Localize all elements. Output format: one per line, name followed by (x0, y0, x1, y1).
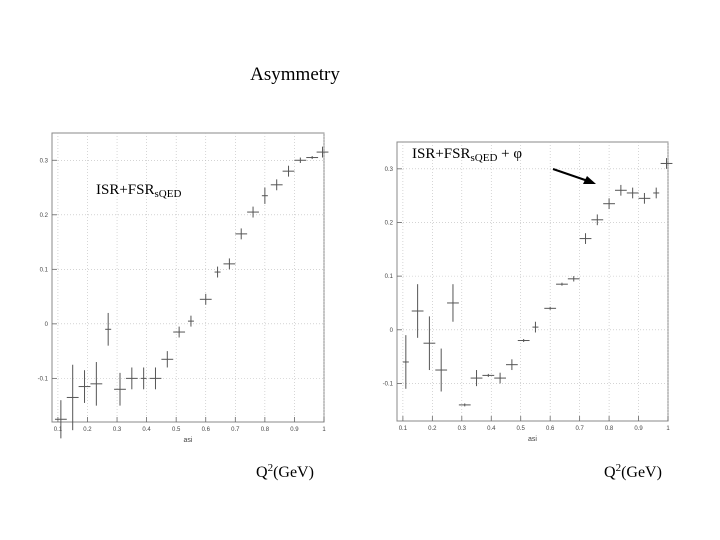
x-tick-label: 0.5 (517, 426, 526, 432)
y-tick-label: 0.1 (385, 274, 394, 280)
data-point (603, 198, 615, 210)
y-tick-label: 0.3 (40, 158, 49, 164)
data-point (294, 157, 307, 163)
x-tick-label: 0.2 (83, 427, 92, 433)
right-label-main: ISR+FSR (412, 146, 471, 162)
data-point (78, 370, 91, 403)
data-point (66, 364, 79, 431)
x-tick-label: 0.3 (458, 426, 467, 432)
data-point (660, 158, 673, 169)
data-point (306, 156, 319, 160)
x-tick-label: 0.7 (231, 427, 240, 433)
right-xaxis-rest: (GeV) (621, 464, 662, 481)
data-point (90, 362, 103, 406)
data-point (517, 339, 530, 343)
data-point (223, 258, 236, 270)
data-point (149, 367, 162, 390)
x-tick-label: 0.9 (290, 427, 299, 433)
annotation-arrow (552, 168, 596, 184)
left-label-main: ISR+FSR (96, 182, 155, 198)
x-tick-label: 0.8 (605, 426, 614, 432)
data-point (505, 359, 518, 371)
data-point (544, 306, 557, 310)
data-point (235, 228, 248, 240)
x-tick-label: 0.2 (428, 426, 437, 432)
data-point (556, 282, 568, 286)
data-point (114, 372, 126, 406)
data-point (140, 367, 147, 390)
data-point (125, 367, 138, 390)
x-axis-title: asi (528, 436, 537, 443)
data-point (638, 192, 651, 204)
y-tick-label: 0 (390, 328, 394, 334)
data-point (411, 284, 424, 338)
y-tick-label: 0.3 (385, 167, 394, 173)
data-point (282, 165, 295, 177)
left-xaxis-rest: (GeV) (273, 464, 314, 481)
data-point (247, 206, 259, 218)
right-label-suffix: + φ (497, 146, 523, 162)
left-label-sub: sQED (154, 188, 182, 200)
x-axis-title: asi (184, 437, 193, 444)
x-tick-label: 0.8 (261, 427, 270, 433)
x-tick-label: 0.1 (54, 427, 63, 433)
right-plot-label: ISR+FSRsQED + φ (412, 146, 522, 164)
data-point (482, 373, 495, 377)
data-point (270, 179, 283, 191)
x-tick-label: 0.7 (575, 426, 584, 432)
data-point (458, 403, 471, 407)
data-point (423, 316, 436, 371)
right-xaxis-label: Q2(GeV) (604, 462, 662, 482)
left-xaxis-sup: 2 (267, 462, 274, 474)
right-xaxis-main: Q (604, 464, 616, 481)
data-point (173, 326, 186, 338)
plot-frame (396, 141, 669, 422)
data-point (187, 315, 194, 327)
data-point (591, 214, 604, 226)
data-point (402, 335, 409, 389)
data-point (447, 284, 459, 322)
x-tick-label: 0.6 (546, 426, 555, 432)
plot-right: 0.1 0.2 0.3 0.4 0.5 0.6 0.7 0.8 0.9 1 -0.1 0 0.1 0.2 0… (383, 141, 673, 443)
x-tick-label: 0.4 (487, 426, 496, 432)
data-point (261, 187, 268, 204)
data-point (316, 146, 329, 158)
data-point (199, 293, 212, 305)
data-point (105, 312, 112, 346)
x-tick-label: 1 (666, 426, 670, 432)
y-tick-label: 0.2 (385, 220, 394, 226)
x-tick-label: 0.4 (142, 427, 151, 433)
y-tick-label: 0 (45, 322, 49, 328)
y-tick-label: -0.1 (38, 376, 49, 382)
x-tick-label: 0.1 (399, 426, 408, 432)
data-point (494, 372, 506, 384)
right-xaxis-sup: 2 (615, 462, 622, 474)
x-tick-label: 1 (322, 427, 326, 433)
x-tick-label: 0.3 (113, 427, 122, 433)
data-point (614, 184, 627, 196)
data-point (214, 266, 221, 278)
data-point (626, 187, 639, 199)
data-point (653, 187, 660, 199)
y-tick-label: -0.1 (383, 381, 394, 387)
data-point (161, 351, 174, 368)
x-tick-label: 0.9 (634, 426, 643, 432)
plot-left: 0.1 0.2 0.3 0.4 0.5 0.6 0.7 0.8 0.9 1 -0.1 0 0.1 0.2 0… (38, 132, 329, 444)
data-point (435, 348, 448, 392)
left-xaxis-main: Q (256, 464, 268, 481)
data-point (532, 321, 539, 333)
slide-title: Asymmetry (250, 64, 340, 85)
x-tick-label: 0.5 (172, 427, 181, 433)
data-point (579, 233, 592, 244)
y-tick-label: 0.2 (40, 213, 49, 219)
data-point (567, 276, 580, 282)
y-tick-label: 0.1 (40, 267, 49, 273)
x-tick-label: 0.6 (202, 427, 211, 433)
data-point (54, 400, 67, 439)
left-xaxis-label: Q2(GeV) (256, 462, 314, 482)
data-point (470, 370, 483, 387)
right-label-sub: sQED (470, 152, 498, 164)
left-plot-label: ISR+FSRsQED (96, 182, 181, 200)
